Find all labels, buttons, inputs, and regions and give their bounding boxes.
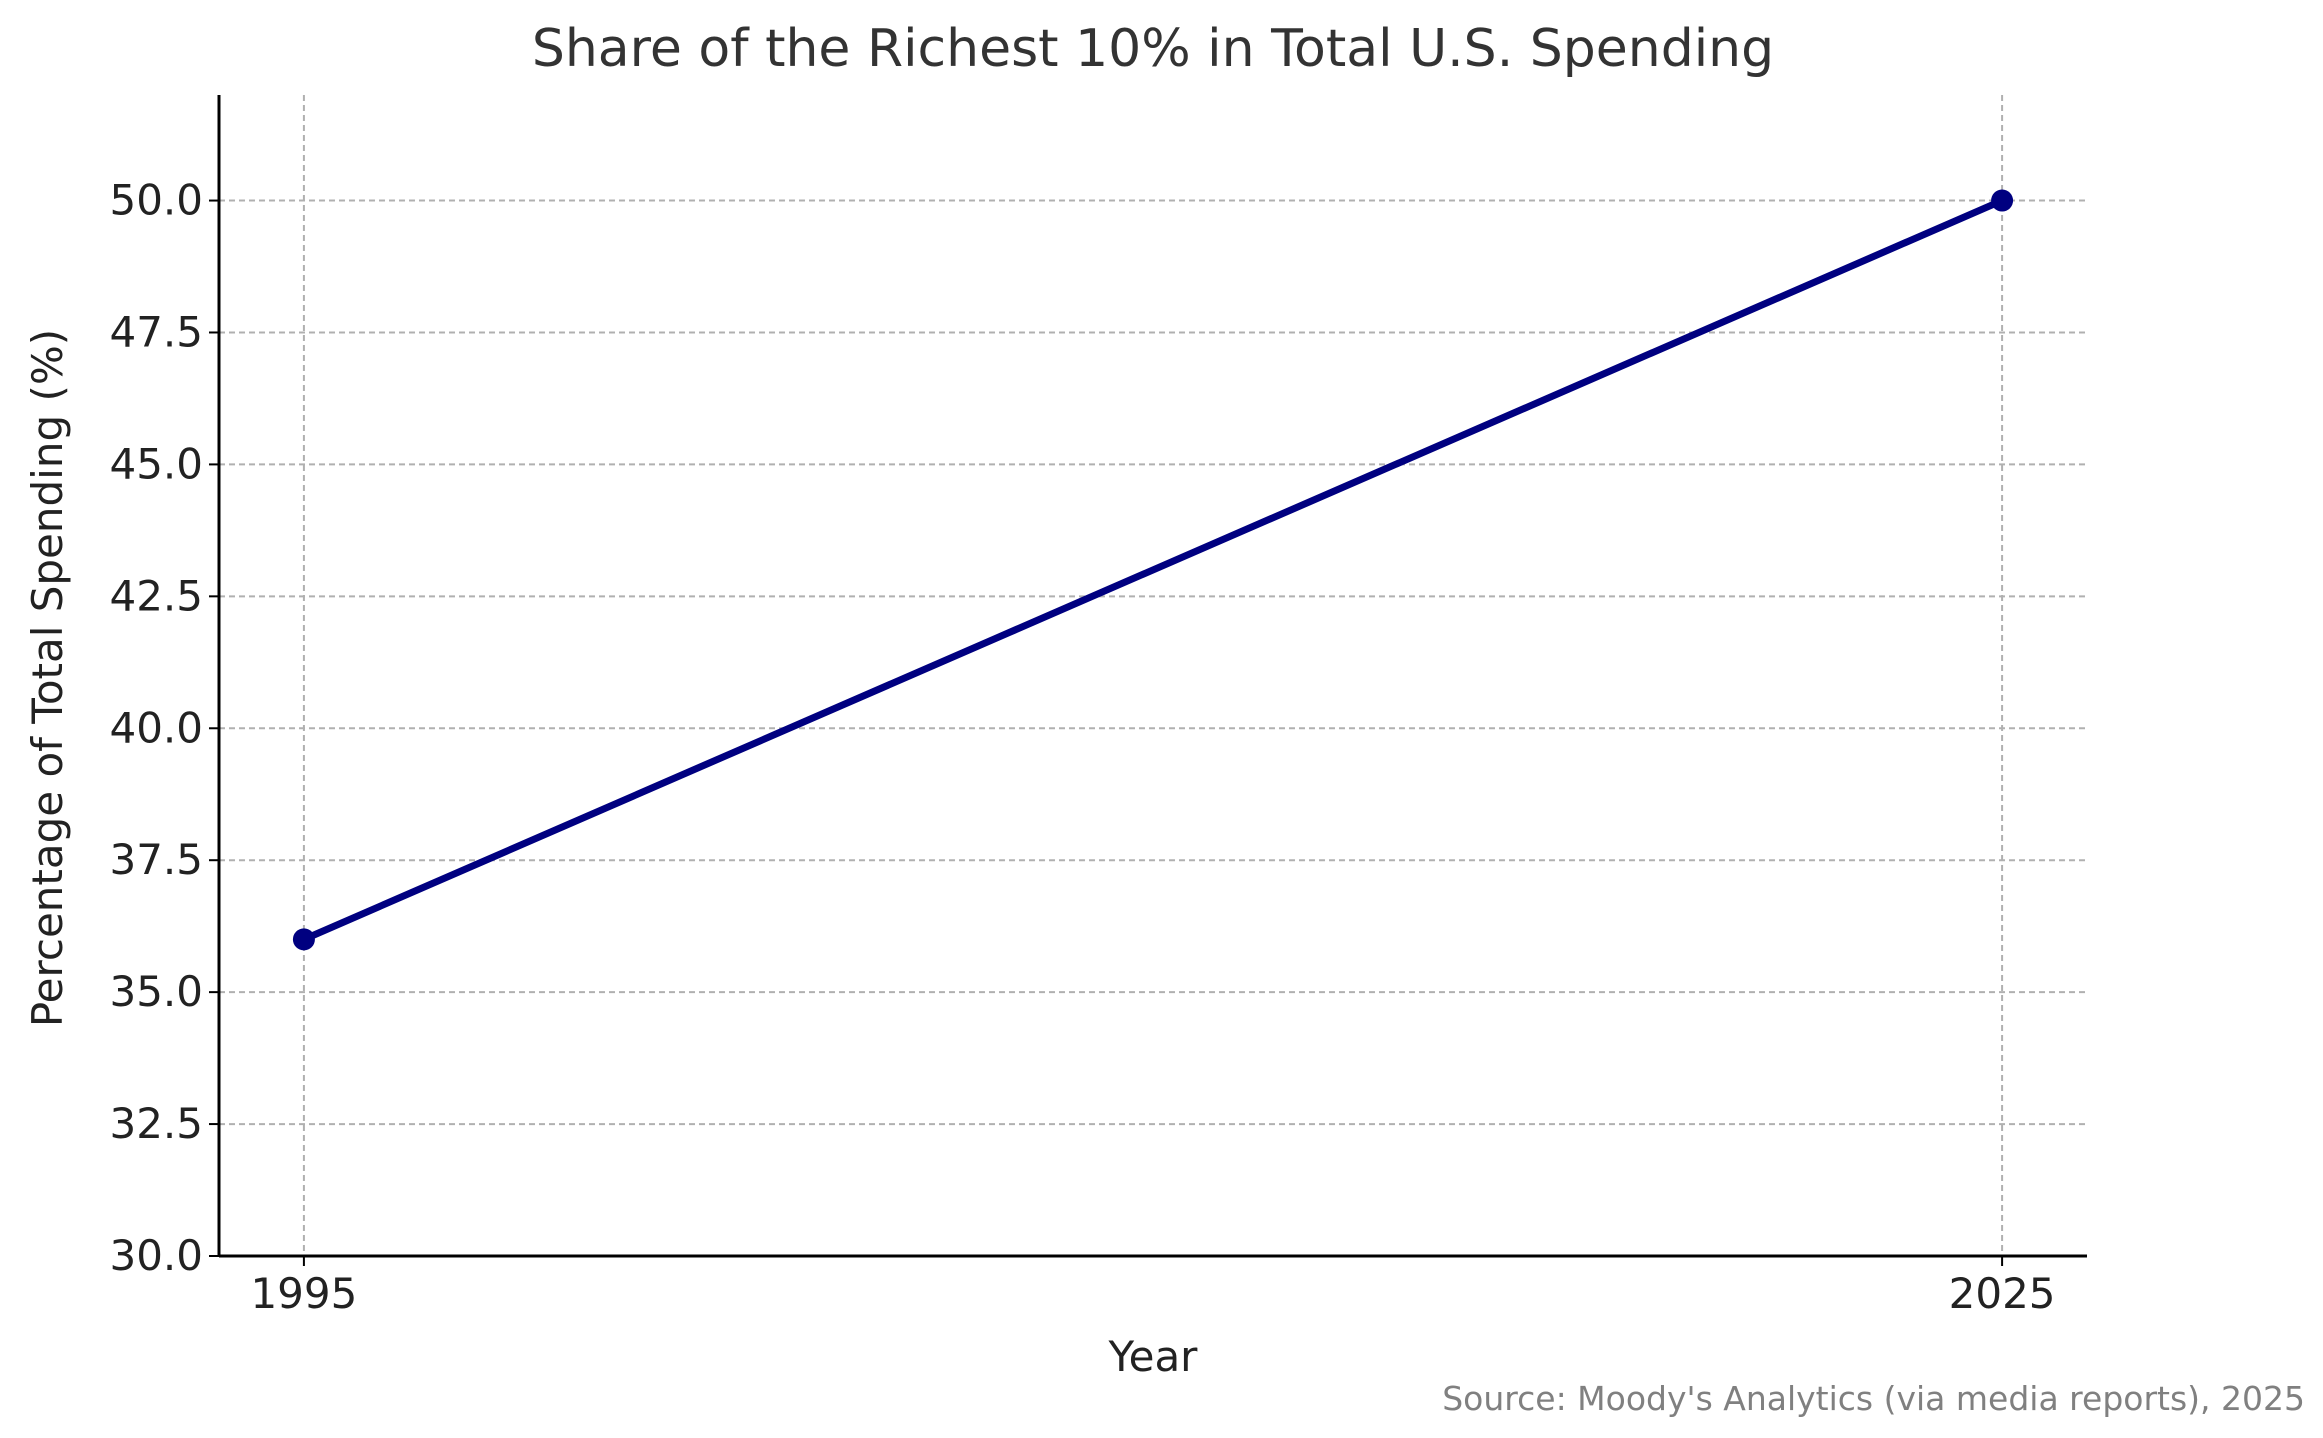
x-tick-label: 1995	[250, 1269, 357, 1318]
y-axis-label: Percentage of Total Spending (%)	[23, 329, 72, 1027]
y-tick-label: 30.0	[109, 1231, 203, 1280]
series-line	[300, 197, 2006, 943]
x-tick-label: 2025	[1949, 1269, 2056, 1318]
grid	[219, 95, 2087, 1256]
series	[292, 189, 2014, 951]
axes	[217, 95, 2087, 1258]
y-tick-label: 42.5	[109, 571, 203, 620]
data-point	[1991, 189, 2014, 212]
chart-title: Share of the Richest 10% in Total U.S. S…	[532, 19, 1774, 79]
x-axis-label: Year	[1108, 1332, 1199, 1381]
y-tick-label: 35.0	[109, 967, 203, 1016]
ticks: 30.0 32.5 35.0 37.5 40.0 42.5 45.0 47.5 50.0 1995…	[109, 176, 2055, 1318]
y-tick-label: 45.0	[109, 439, 203, 488]
data-point	[292, 928, 315, 951]
y-tick-label: 32.5	[109, 1099, 203, 1148]
y-tick-label: 47.5	[109, 307, 203, 356]
y-tick-label: 37.5	[109, 835, 203, 884]
y-tick-label: 40.0	[109, 703, 203, 752]
source-note: Source: Moody's Analytics (via media rep…	[1442, 1379, 2305, 1418]
y-tick-label: 50.0	[109, 176, 203, 225]
